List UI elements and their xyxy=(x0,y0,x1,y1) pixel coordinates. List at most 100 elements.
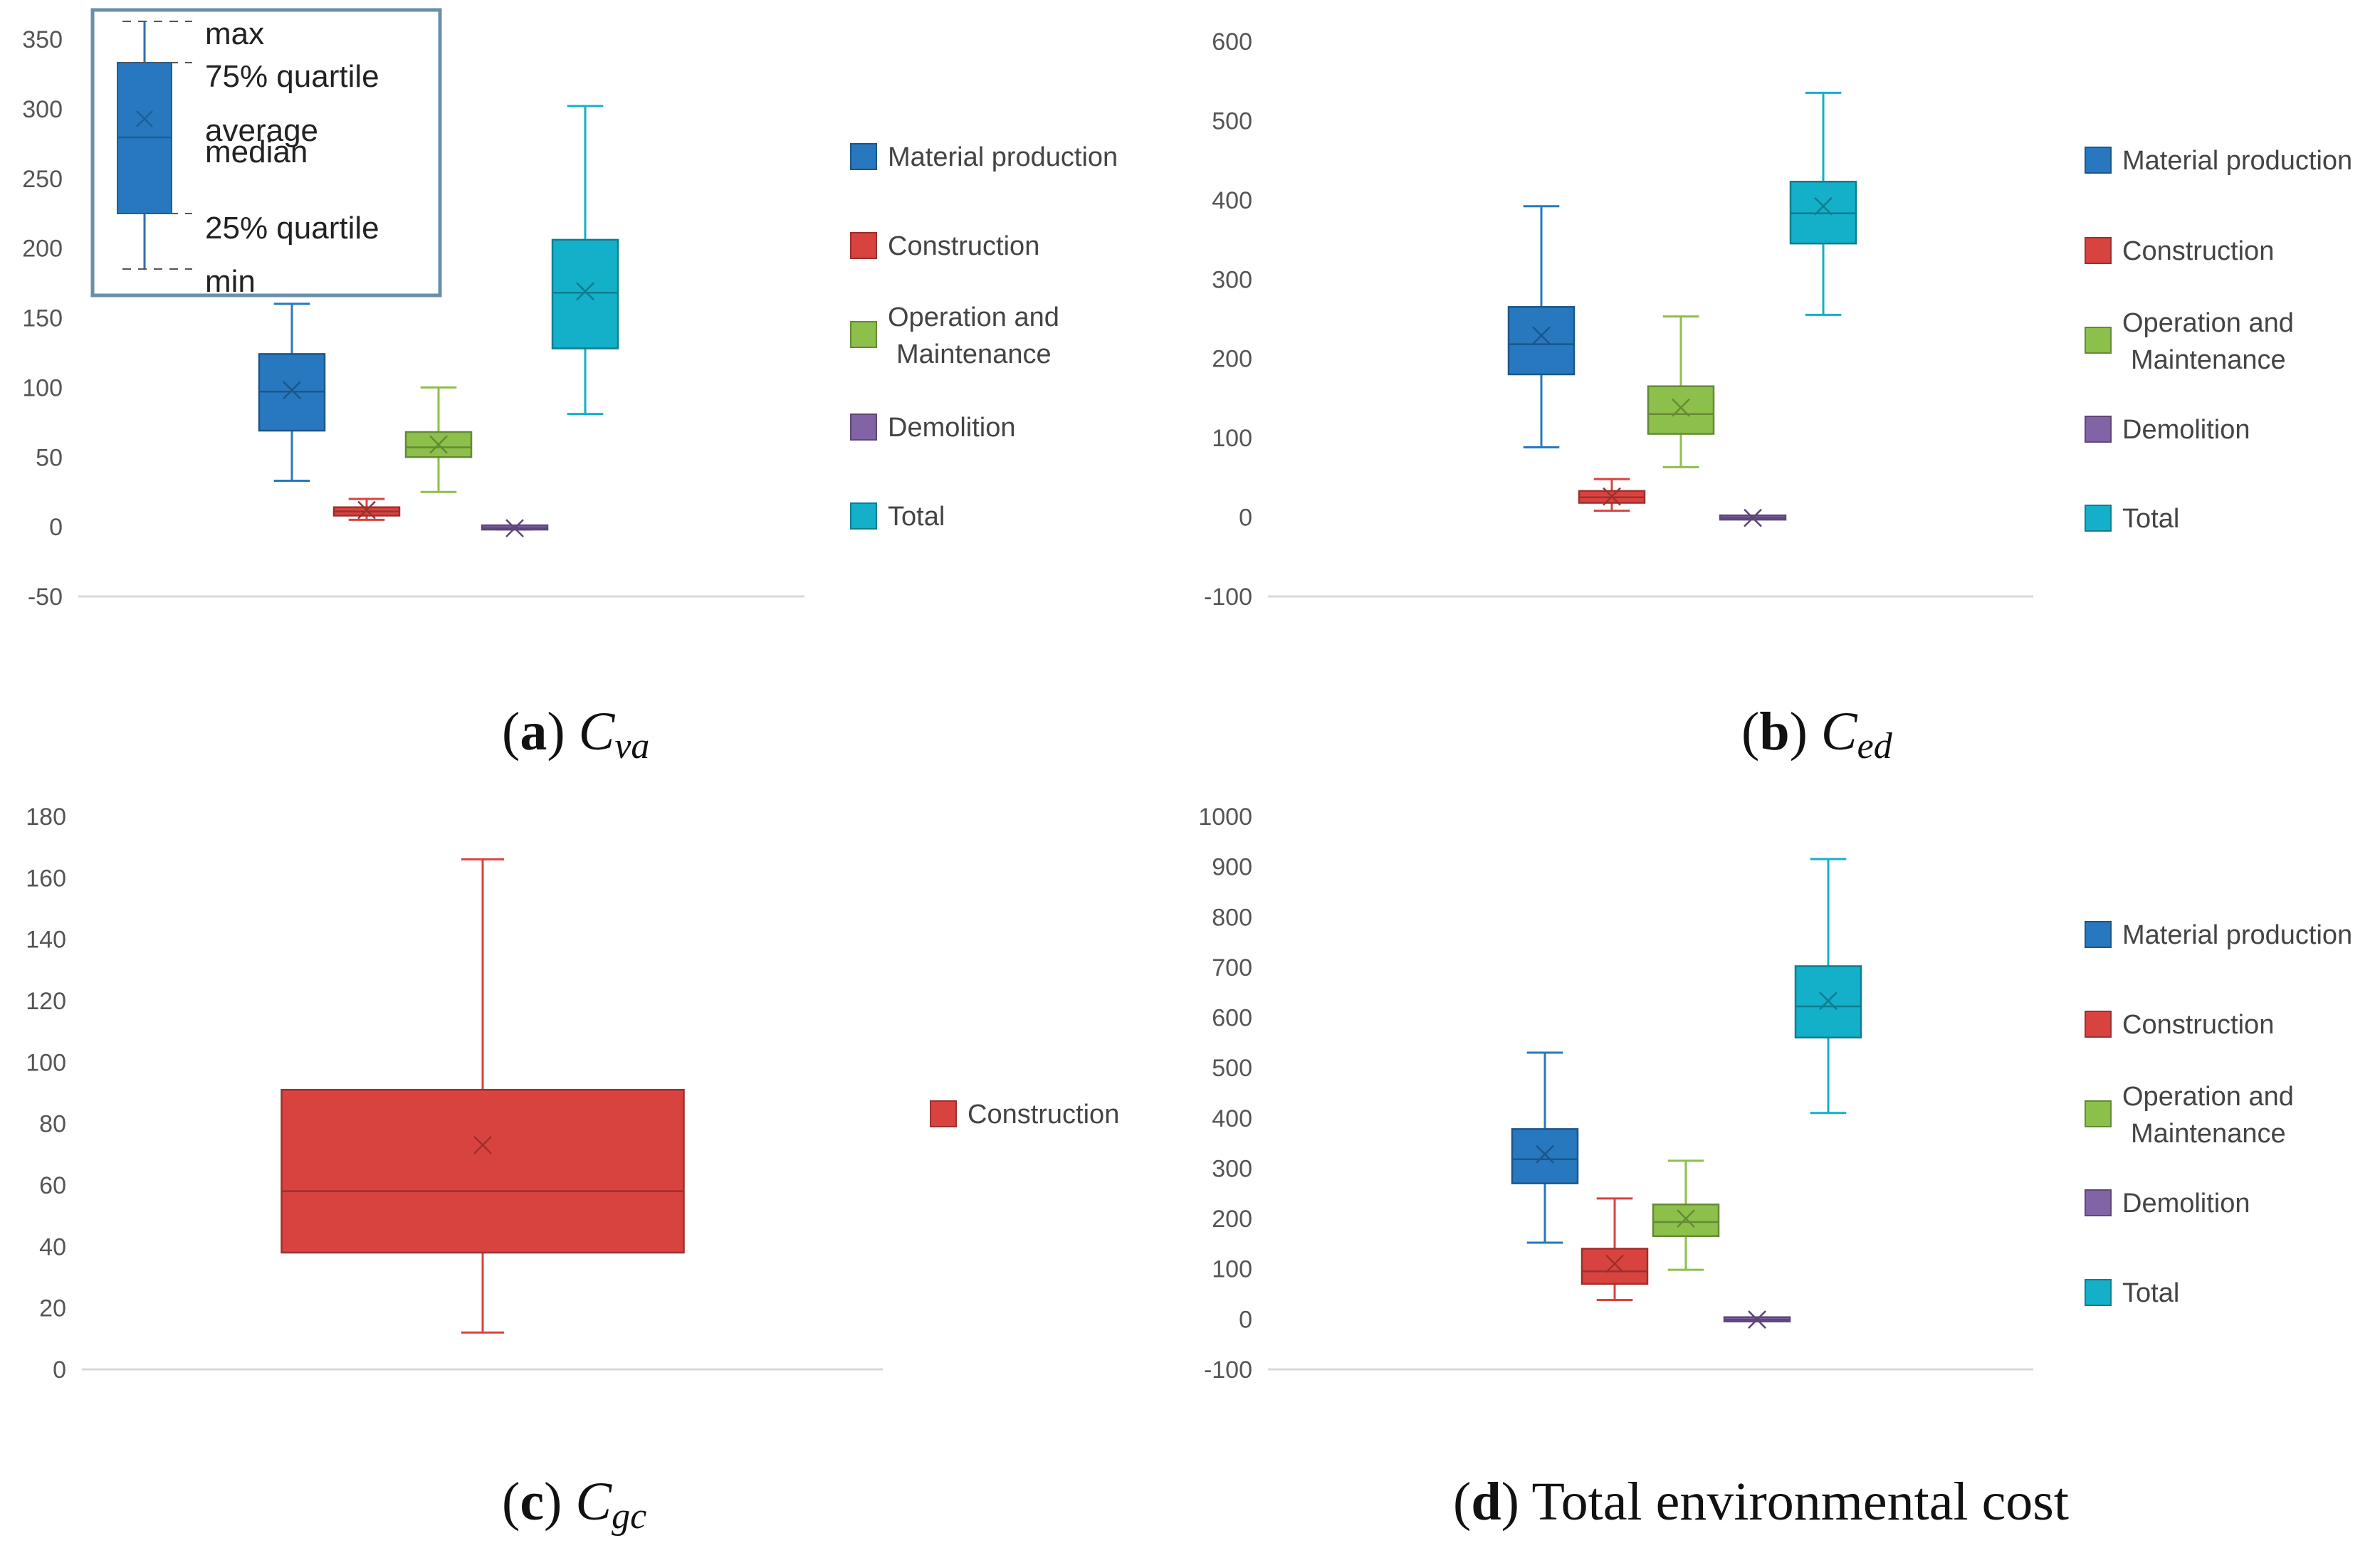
mean-marker xyxy=(429,435,448,454)
mean-marker xyxy=(357,500,376,520)
legend-swatch xyxy=(2085,1011,2112,1038)
iqr-box xyxy=(281,1088,685,1254)
legend-item-operation-and-maintenance: Operation and Maintenance xyxy=(2085,308,2294,375)
caption-symbol: C xyxy=(575,1472,612,1532)
legend-item-total: Total xyxy=(2085,1278,2179,1308)
mean-marker xyxy=(1536,1144,1554,1164)
y-tick-label: 40 xyxy=(39,1233,66,1260)
mean-cross xyxy=(429,435,448,454)
y-tick-label: 300 xyxy=(22,96,63,123)
legend-item-material-production: Material production xyxy=(2085,146,2352,176)
mean-cross xyxy=(1748,1310,1766,1329)
y-tick-label: 600 xyxy=(1212,1005,1252,1032)
legend-label: Operation and xyxy=(2122,308,2294,338)
legend-label: Construction xyxy=(968,1100,1119,1130)
y-tick-label: 600 xyxy=(1212,28,1252,56)
legend-label: Total xyxy=(2122,504,2179,534)
mean-marker xyxy=(1814,196,1833,216)
legend-label: Operation and xyxy=(2122,1082,2294,1112)
mean-marker xyxy=(1677,1209,1695,1228)
mean-cross xyxy=(1536,1144,1554,1164)
legend-swatch xyxy=(850,414,877,441)
box-total xyxy=(1794,858,1862,1115)
y-tick-label: 160 xyxy=(26,865,66,892)
caption-d: (d) Total environmental cost xyxy=(1453,1472,2070,1532)
y-tick-label: 200 xyxy=(1212,1206,1252,1233)
y-tick-label: 200 xyxy=(1212,346,1252,373)
mean-cross xyxy=(283,381,301,400)
legend-swatch xyxy=(850,502,877,530)
legend-swatch xyxy=(2085,147,2112,174)
y-tick-label: 400 xyxy=(1212,187,1252,214)
mean-marker xyxy=(1605,1254,1624,1273)
y-tick-label: 180 xyxy=(26,804,66,831)
key-label-average: average xyxy=(205,113,318,148)
y-tick-label: -100 xyxy=(1204,584,1252,611)
legend-label: Construction xyxy=(888,231,1039,261)
iqr-box xyxy=(1507,306,1576,376)
box-construction xyxy=(332,497,401,521)
y-tick-label: 0 xyxy=(49,514,63,541)
chart-svg-b: 600 500 400 300 200 100 0 -100 Material producti… xyxy=(1204,28,2352,611)
legend-swatch xyxy=(2085,416,2112,443)
legend-label: Maintenance xyxy=(2131,345,2286,375)
y-tick-label: 400 xyxy=(1212,1105,1252,1132)
caption-subscript: va xyxy=(614,726,650,767)
caption-subscript: ed xyxy=(1857,726,1892,767)
legend-label: Construction xyxy=(2122,1010,2274,1040)
mean-marker xyxy=(1603,487,1621,506)
y-tick-label: 150 xyxy=(22,305,63,332)
legend-item-construction: Construction xyxy=(850,231,1039,261)
iqr-box xyxy=(1647,385,1715,435)
y-tick-label: 50 xyxy=(36,444,63,471)
iqr-box xyxy=(1511,1128,1579,1184)
legend-item-construction: Construction xyxy=(930,1100,1119,1130)
y-tick-label: 80 xyxy=(39,1111,66,1138)
mean-marker xyxy=(1748,1310,1766,1329)
legend-item-construction: Construction xyxy=(2085,1010,2274,1040)
y-tick-label: 100 xyxy=(1212,425,1252,452)
mean-marker xyxy=(505,519,524,537)
legend-label: Total xyxy=(888,502,945,532)
y-tick-label: 0 xyxy=(1239,1306,1252,1333)
legend-swatch xyxy=(850,143,877,170)
y-tick-label: 200 xyxy=(22,236,63,263)
box-material-production xyxy=(1507,205,1576,449)
y-tick-label: 20 xyxy=(39,1295,66,1322)
legend-swatch xyxy=(2085,1100,2112,1127)
mean-cross xyxy=(357,500,376,520)
y-tick-label: 900 xyxy=(1212,854,1252,881)
y-tick-label: -50 xyxy=(28,584,63,611)
mean-cross xyxy=(1744,508,1762,527)
legend-swatch xyxy=(2085,1279,2112,1306)
mean-marker xyxy=(1532,326,1551,345)
key-label-q3: 75% quartile xyxy=(205,59,379,94)
iqr-box xyxy=(1580,1248,1649,1285)
box-construction xyxy=(1578,478,1646,512)
box-material-production xyxy=(1511,1051,1579,1244)
legend-label: Maintenance xyxy=(896,339,1052,369)
box-material-production xyxy=(258,302,326,483)
y-tick-label: 500 xyxy=(1212,1055,1252,1082)
mean-cross xyxy=(1603,487,1621,506)
box-total xyxy=(551,105,619,416)
caption-symbol: C xyxy=(578,702,615,762)
y-tick-label: 100 xyxy=(1212,1256,1252,1283)
key-label-median: median xyxy=(205,135,308,169)
caption-b: (b) Ced xyxy=(1741,702,1892,767)
legend-label: Demolition xyxy=(2122,1189,2250,1218)
mean-cross xyxy=(505,519,524,537)
legend-label: Material production xyxy=(2122,146,2352,176)
box-operation-and-maintenance xyxy=(404,386,473,493)
y-tick-label: 500 xyxy=(1212,107,1252,135)
y-tick-label: 60 xyxy=(39,1172,66,1199)
legend-swatch xyxy=(930,1100,957,1127)
legend-item-total: Total xyxy=(850,502,945,532)
mean-marker xyxy=(1672,398,1690,417)
caption-subscript: gc xyxy=(612,1496,647,1537)
legend-item-construction: Construction xyxy=(2085,236,2274,266)
mean-marker xyxy=(1744,508,1762,527)
legend-swatch xyxy=(2085,921,2112,948)
mean-cross xyxy=(1672,398,1690,417)
key-label-min: min xyxy=(205,264,256,299)
